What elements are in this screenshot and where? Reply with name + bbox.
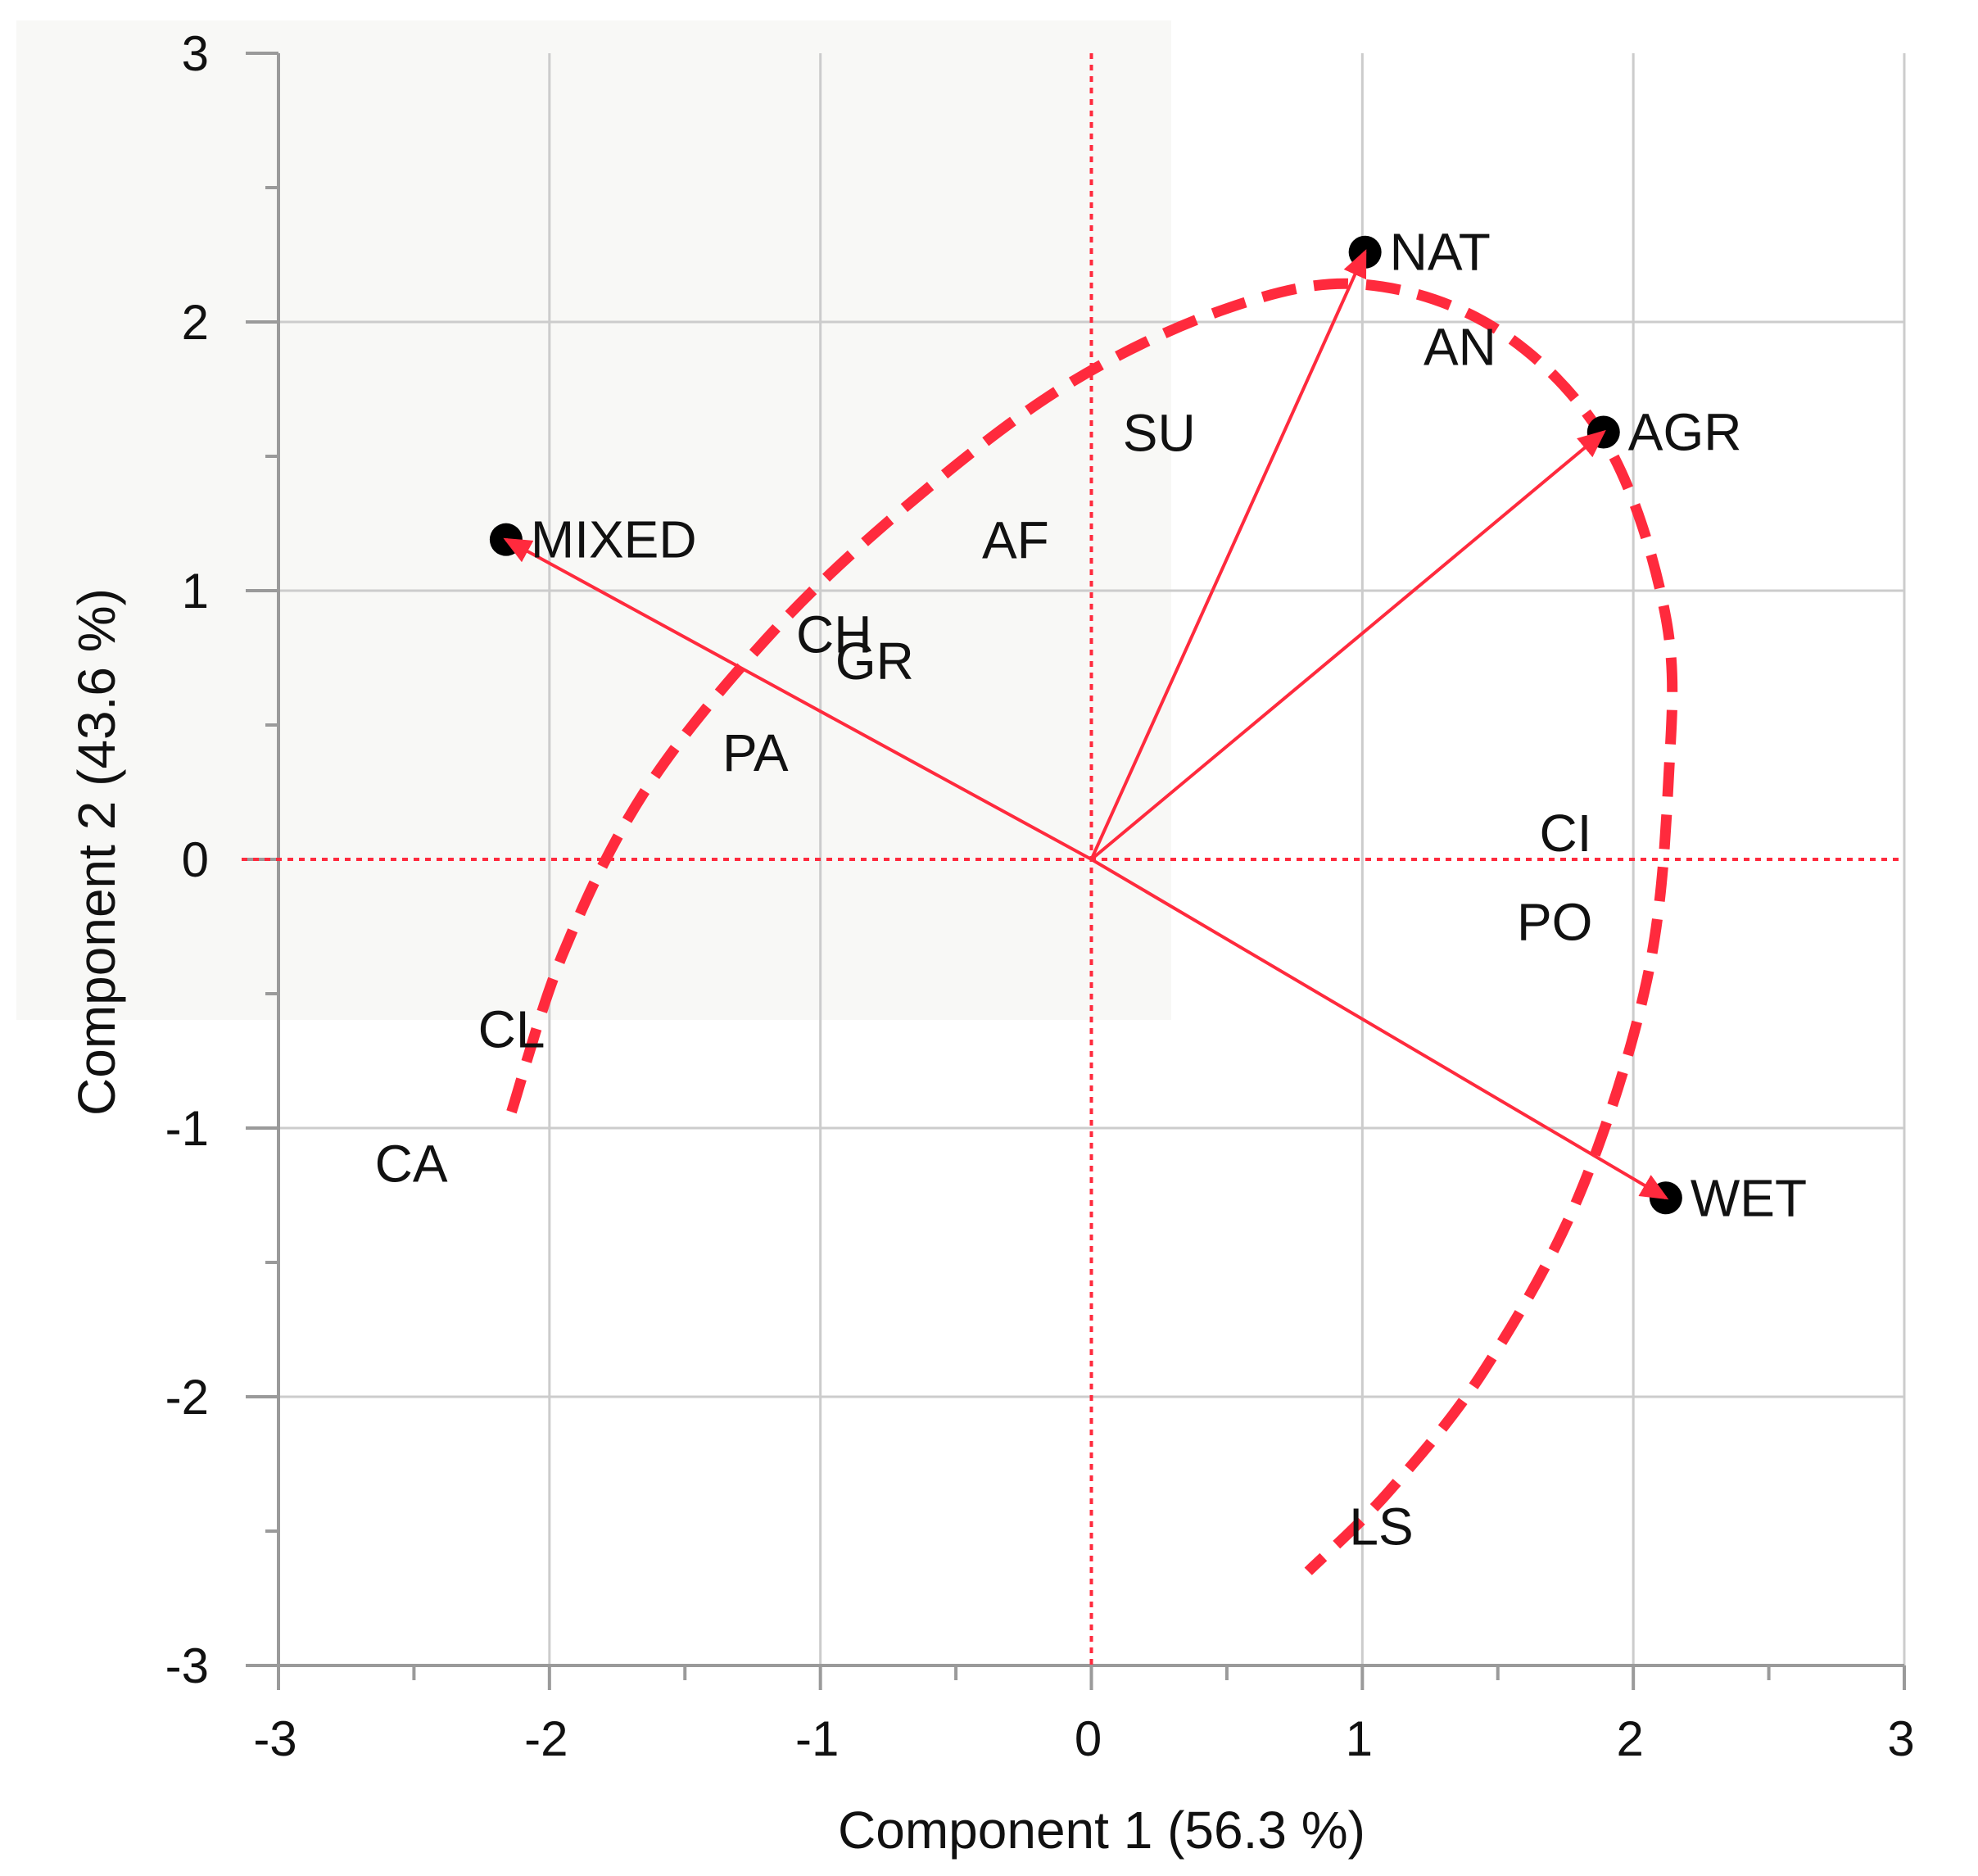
vector-arrow-mixed <box>503 537 1093 861</box>
point-label-su: SU <box>1123 403 1196 462</box>
y-tick-label: 3 <box>182 26 209 81</box>
x-tick-label: 1 <box>1346 1711 1373 1766</box>
vector-arrow-wet <box>1090 858 1669 1200</box>
vector-label-agr: AGR <box>1628 402 1742 461</box>
point-label-cl: CL <box>478 1000 545 1059</box>
reference-lines <box>242 53 1904 1665</box>
y-tick-label: -2 <box>165 1370 209 1425</box>
trend-curve <box>506 278 1678 1575</box>
y-tick-label: 2 <box>182 295 209 350</box>
point-label-ls: LS <box>1349 1497 1413 1556</box>
vector-label-wet: WET <box>1691 1168 1807 1227</box>
x-tick-label: 0 <box>1075 1711 1102 1766</box>
point-label-ch: CH <box>796 605 871 664</box>
y-tick-label: -1 <box>165 1101 209 1156</box>
x-tick-label: -1 <box>795 1711 839 1766</box>
y-tick-label: -3 <box>165 1638 209 1693</box>
vector-arrow-agr <box>1090 429 1606 861</box>
y-tick-label: 1 <box>182 564 209 619</box>
point-label-ca: CA <box>375 1135 448 1194</box>
point-label-pa: PA <box>722 723 789 782</box>
point-label-gr: GR <box>835 632 914 691</box>
x-tick-label: -2 <box>524 1711 568 1766</box>
point-label-ci: CI <box>1539 804 1591 863</box>
y-tick-label: 0 <box>182 832 209 887</box>
x-tick-label: 3 <box>1887 1711 1914 1766</box>
x-tick-label: -3 <box>253 1711 296 1766</box>
vector-arrow-nat <box>1089 249 1367 860</box>
x-tick-label: 2 <box>1616 1711 1643 1766</box>
vector-label-nat: NAT <box>1390 223 1491 282</box>
vectors: NAT AGR MIXED WET <box>489 223 1807 1227</box>
axes: -3 -2 -1 0 1 2 3 3 2 1 0 -1 -2 -3 <box>165 26 1915 1766</box>
point-label-an: AN <box>1424 317 1496 376</box>
y-axis-title: Component 2 (43.6 %) <box>67 588 126 1116</box>
point-label-po: PO <box>1517 892 1592 951</box>
x-axis-title: Component 1 (56.3 %) <box>838 1801 1365 1860</box>
plot-backdrop <box>16 20 1171 1020</box>
point-label-af: AF <box>982 511 1049 570</box>
vector-label-mixed: MIXED <box>531 510 697 569</box>
trend-curve-layer <box>506 278 1678 1575</box>
